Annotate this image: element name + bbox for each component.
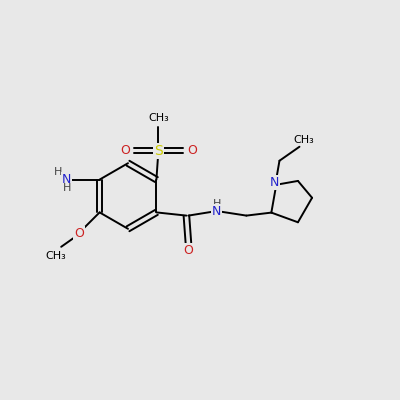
Text: CH₃: CH₃ bbox=[148, 113, 169, 122]
Text: O: O bbox=[184, 244, 193, 257]
Text: H: H bbox=[54, 168, 62, 178]
Text: O: O bbox=[74, 227, 84, 240]
Text: H: H bbox=[63, 183, 71, 194]
Text: H: H bbox=[213, 199, 221, 209]
Text: S: S bbox=[154, 144, 163, 158]
Text: N: N bbox=[212, 205, 221, 218]
Text: CH₃: CH₃ bbox=[46, 251, 66, 261]
Text: CH₃: CH₃ bbox=[293, 134, 314, 144]
Text: O: O bbox=[120, 144, 130, 157]
Text: N: N bbox=[62, 173, 72, 186]
Text: N: N bbox=[270, 176, 279, 189]
Text: O: O bbox=[187, 144, 197, 157]
